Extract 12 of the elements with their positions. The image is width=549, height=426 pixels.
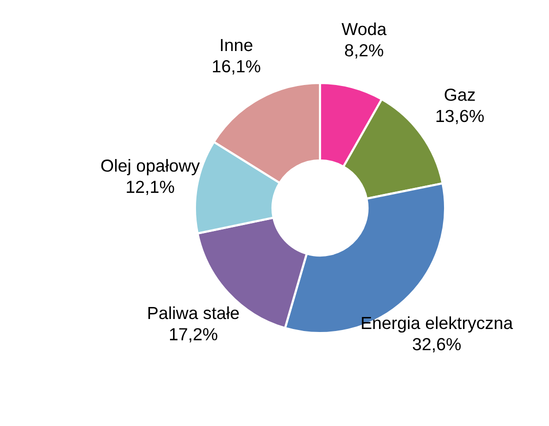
- slice-label: Paliwa stałe: [148, 306, 239, 320]
- data-label: 8,2%: [345, 44, 384, 58]
- slice-label: Energia elektryczna: [362, 316, 513, 333]
- data-label: 12,1%: [126, 180, 174, 196]
- data-label: 32,6%: [412, 338, 461, 352]
- data-label: 16,1%: [212, 60, 260, 74]
- data-label: 17,2%: [170, 328, 218, 342]
- slice-label: Woda: [342, 22, 387, 36]
- data-label: 13,6%: [436, 110, 484, 124]
- slice-label: Olej opałowy: [101, 159, 200, 176]
- slice-label: Gaz: [444, 88, 475, 101]
- slice-label: Inne: [220, 39, 252, 52]
